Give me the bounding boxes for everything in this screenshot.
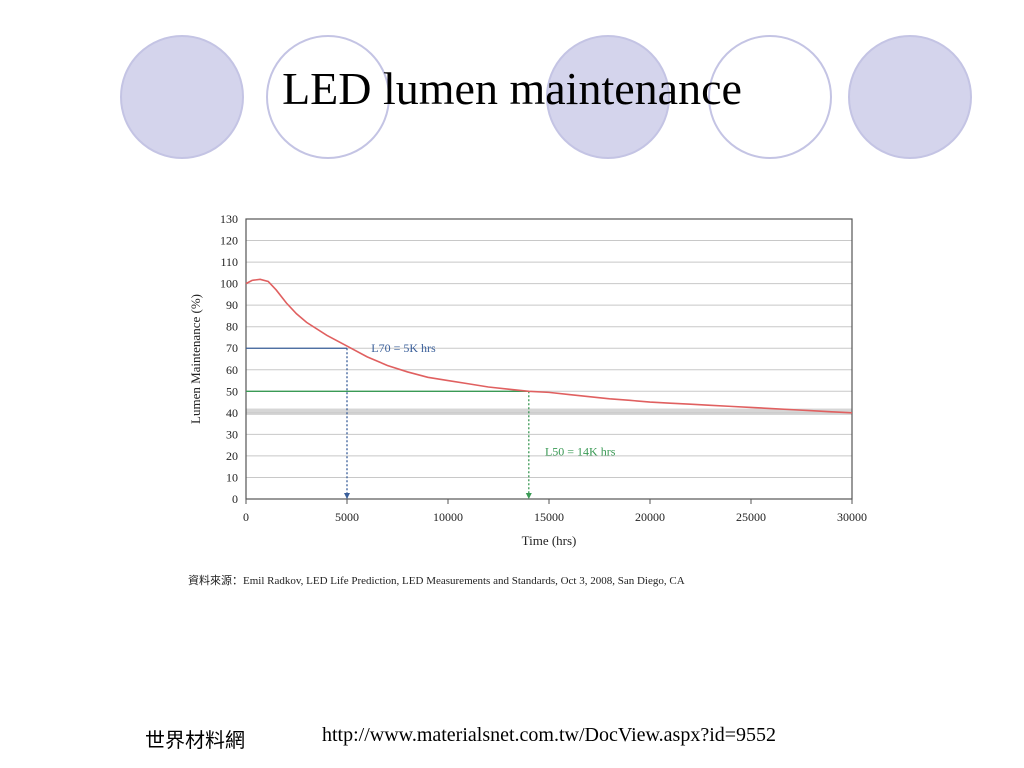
y-tick-label: 90 — [226, 298, 238, 312]
decorative-circle — [120, 35, 244, 159]
decorative-circle — [266, 35, 390, 159]
x-tick-label: 15000 — [534, 510, 564, 524]
source-note: 資料來源：Emil Radkov, LED Life Prediction, L… — [188, 575, 685, 587]
x-tick-label: 5000 — [335, 510, 359, 524]
lumen-curve — [245, 278, 853, 414]
y-tick-label: 70 — [226, 341, 238, 355]
decorative-circle — [546, 35, 670, 159]
decorative-circle — [708, 35, 832, 159]
x-tick-label: 30000 — [837, 510, 867, 524]
y-tick-label: 30 — [226, 427, 238, 441]
y-tick-label: 0 — [232, 492, 238, 506]
x-axis-label: Time (hrs) — [522, 533, 577, 548]
x-tick-label: 20000 — [635, 510, 665, 524]
y-axis-label: Lumen Maintenance (%) — [188, 294, 203, 424]
y-tick-label: 100 — [220, 277, 238, 291]
y-tick-label: 130 — [220, 212, 238, 226]
y-tick-label: 40 — [226, 406, 238, 420]
annotation-label: L50 = 14K hrs — [545, 445, 616, 459]
annotation-label: L70 = 5K hrs — [371, 341, 436, 355]
y-tick-label: 10 — [226, 470, 238, 484]
y-tick-label: 110 — [220, 255, 238, 269]
lumen-maintenance-chart: 0 10 20 30 40 50 60 70 80 90 100 110 120 130 0 5000 1000… — [188, 212, 867, 548]
footer-site-name: 世界材料網 — [145, 730, 245, 752]
x-tick-label: 25000 — [736, 510, 766, 524]
annotation-arrow — [344, 493, 350, 499]
y-tick-label: 50 — [226, 384, 238, 398]
reference-band — [246, 408, 852, 415]
annotation-arrow — [525, 493, 532, 499]
plot-frame — [245, 218, 853, 500]
y-tick-label: 60 — [226, 363, 238, 377]
y-tick-label: 80 — [226, 320, 238, 334]
decorative-circle — [848, 35, 972, 159]
x-tick-label: 0 — [243, 510, 249, 524]
slide-title: LED lumen maintenance — [282, 63, 742, 114]
footer-url[interactable]: http://www.materialsnet.com.tw/DocView.a… — [322, 724, 777, 746]
x-tick-label: 10000 — [433, 510, 463, 524]
y-tick-label: 120 — [220, 234, 238, 248]
y-tick-label: 20 — [226, 449, 238, 463]
background-circles — [120, 35, 972, 159]
